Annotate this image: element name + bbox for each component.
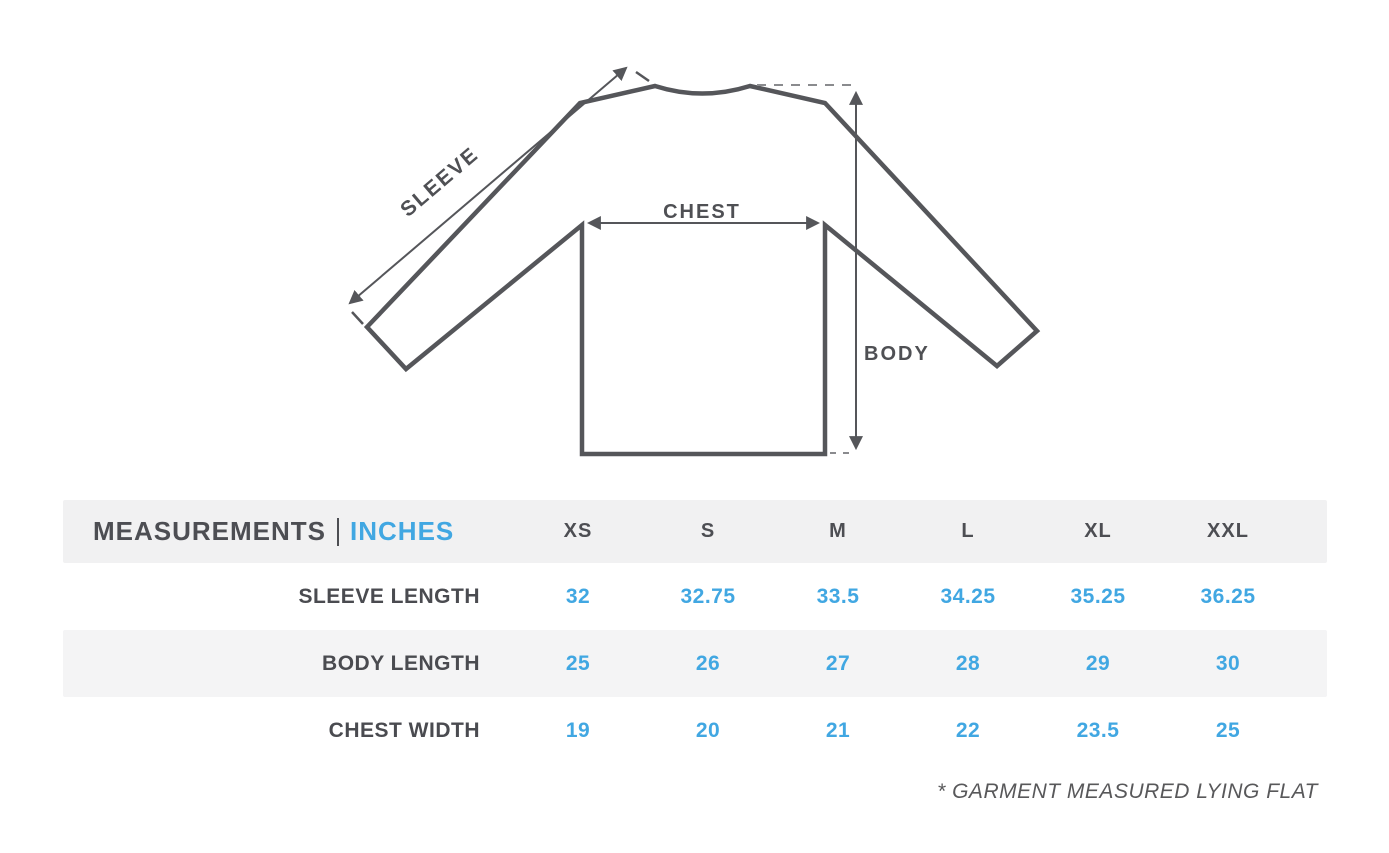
cell-value: 34.25 xyxy=(940,584,996,608)
size-header-l: L xyxy=(961,520,975,542)
sleeve-measure-dash-bottom xyxy=(351,311,364,325)
sleeve-label: SLEEVE xyxy=(396,143,483,222)
row-label: SLEEVE LENGTH xyxy=(298,584,480,608)
title-divider xyxy=(337,517,340,546)
body-label: BODY xyxy=(864,343,930,365)
cell-value: 27 xyxy=(825,651,851,675)
cell-value: 32.75 xyxy=(680,584,736,608)
cell-value: 19 xyxy=(565,718,591,742)
table-title: MEASUREMENTS xyxy=(93,516,327,546)
cell-value: 32 xyxy=(565,584,591,608)
cell-value: 22 xyxy=(955,718,981,742)
sleeve-measure-arrow xyxy=(348,66,628,305)
cell-value: 23.5 xyxy=(1076,718,1120,742)
table-row-body-length: BODY LENGTH 25 26 27 28 29 30 xyxy=(63,630,1327,697)
cell-value: 33.5 xyxy=(816,584,860,608)
measurement-footnote: * GARMENT MEASURED LYING FLAT xyxy=(937,780,1318,803)
table-header-row: MEASUREMENTS INCHES XS S M L XL XXL xyxy=(63,500,1327,563)
table-unit: INCHES xyxy=(350,516,455,546)
table-row-chest-width: CHEST WIDTH 19 20 21 22 23.5 25 xyxy=(63,697,1327,764)
size-header-s: S xyxy=(700,520,716,542)
measurements-table: MEASUREMENTS INCHES XS S M L XL XXL SLEE… xyxy=(63,500,1327,764)
cell-value: 21 xyxy=(825,718,851,742)
table-row-sleeve-length: SLEEVE LENGTH 32 32.75 33.5 34.25 35.25 … xyxy=(63,563,1327,630)
table-title-cell: MEASUREMENTS INCHES xyxy=(63,516,513,547)
shirt-outline xyxy=(363,83,1041,457)
cell-value: 30 xyxy=(1215,651,1241,675)
size-header-xs: XS xyxy=(563,520,593,542)
cell-value: 26 xyxy=(695,651,721,675)
cell-value: 25 xyxy=(1215,718,1241,742)
size-header-xl: XL xyxy=(1084,520,1112,542)
row-label: BODY LENGTH xyxy=(322,651,480,675)
sleeve-measure-dash-top xyxy=(635,70,650,83)
cell-value: 36.25 xyxy=(1200,584,1256,608)
row-label: CHEST WIDTH xyxy=(328,718,480,742)
cell-value: 28 xyxy=(955,651,981,675)
size-header-xxl: XXL xyxy=(1207,520,1249,542)
size-header-m: M xyxy=(829,520,847,542)
cell-value: 29 xyxy=(1085,651,1111,675)
cell-value: 20 xyxy=(695,718,721,742)
cell-value: 25 xyxy=(565,651,591,675)
chest-label: CHEST xyxy=(663,201,741,223)
garment-diagram: SLEEVE CHEST BODY xyxy=(348,66,1041,457)
cell-value: 35.25 xyxy=(1070,584,1126,608)
